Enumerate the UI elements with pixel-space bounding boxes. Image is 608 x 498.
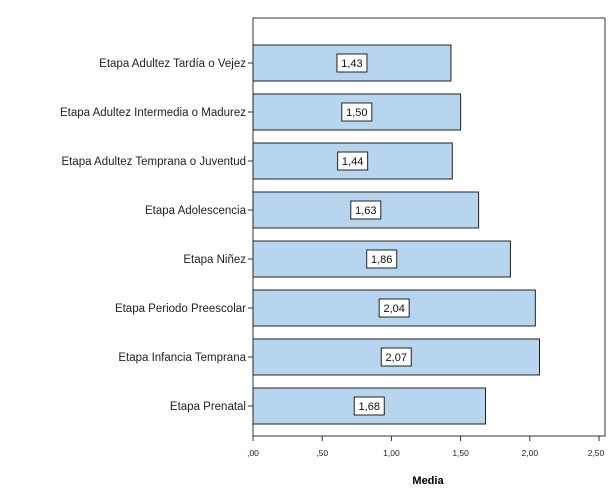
category-label: Etapa Niñez [183,254,246,266]
data-label-box [341,102,373,122]
x-tick-label: 1,00 [383,448,400,458]
data-label: 2,07 [386,352,407,364]
category-label: Etapa Infancia Temprana [118,352,246,364]
category-label: Etapa Prenatal [170,401,246,413]
x-tick-label: ,50 [316,448,328,458]
x-tick-label: 2,50 [588,448,605,458]
data-label-box [380,347,412,367]
data-label-box [350,200,382,220]
data-label: 1,86 [371,254,392,266]
data-label-box [337,151,369,171]
category-label: Etapa Adultez Intermedia o Madurez [60,107,246,119]
category-label: Etapa Periodo Preescolar [115,303,246,315]
data-label: 1,50 [346,107,367,119]
data-label: 1,63 [355,205,376,217]
data-label: 1,44 [342,156,363,168]
bars-layer: 1,43 1,50 1,44 1,63 1,86 2,04 2,07 1,68 [252,44,540,425]
category-label: Etapa Adultez Tardía o Vejez [99,58,246,70]
data-label: 1,43 [341,58,362,70]
data-label-box [366,249,398,269]
data-label: 1,68 [359,401,380,413]
category-label: Etapa Adultez Temprana o Juventud [61,156,246,168]
category-labels-layer: Etapa Adultez Tardía o Vejez Etapa Adulte… [60,58,253,413]
x-axis-layer: ,00 ,50 1,00 1,50 2,00 2,50 [247,436,605,458]
data-label-box [336,53,368,73]
category-label: Etapa Adolescencia [145,205,247,217]
x-axis-title: Media [412,475,444,487]
data-label-box [353,396,385,416]
x-tick-label: ,00 [247,448,259,458]
x-tick-label: 1,50 [452,448,469,458]
data-label: 2,04 [383,303,404,315]
data-label-box [378,298,410,318]
x-tick-label: 2,00 [522,448,539,458]
